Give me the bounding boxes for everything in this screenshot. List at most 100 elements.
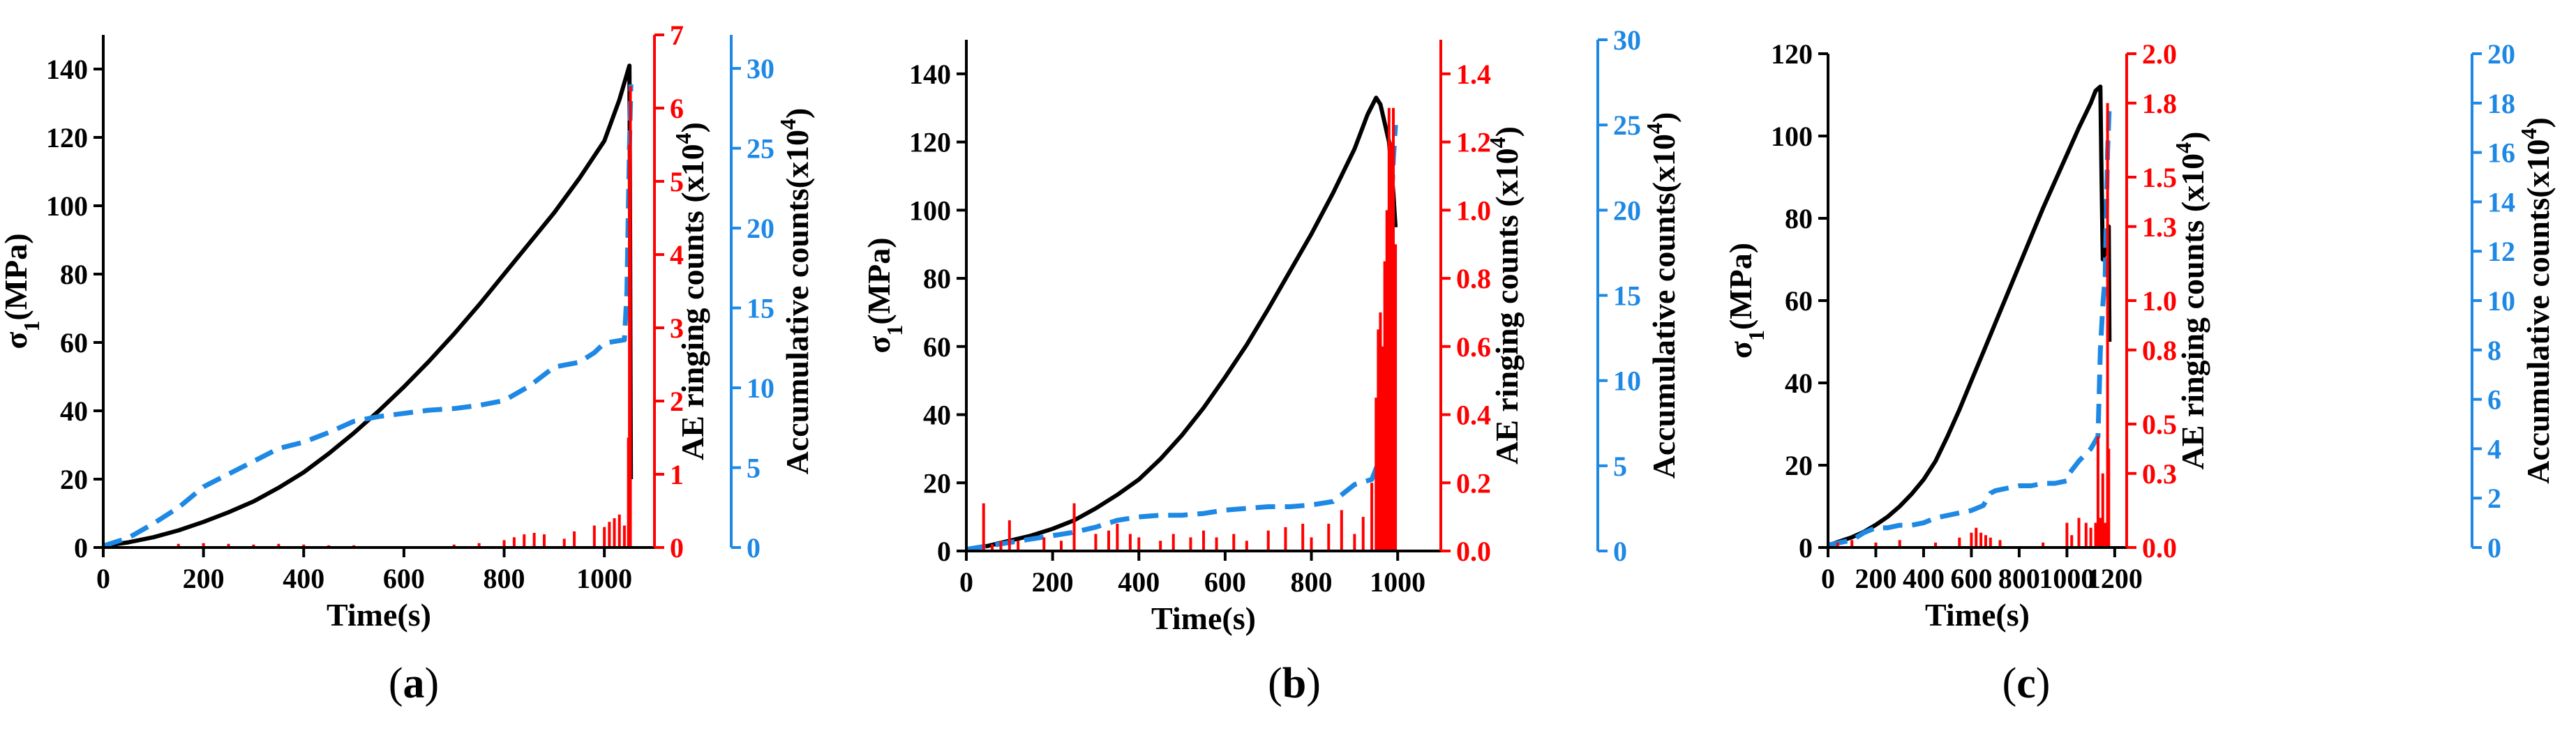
y-left-tick-label: 60: [60, 327, 88, 358]
y-right-accumulative-tick-label: 15: [1613, 280, 1641, 312]
y-left-axis-label: σ1(MPa): [0, 233, 44, 349]
x-tick-label: 0: [96, 563, 110, 594]
y-right-accumulative-tick-label: 25: [1613, 110, 1641, 141]
y-right-ae-tick-label: 1.4: [1456, 59, 1491, 90]
y-right-ae-tick-label: 1.5: [2142, 162, 2177, 193]
y-left-tick-label: 0: [1799, 532, 1813, 564]
y-left-tick-label: 140: [909, 59, 951, 90]
y-right-ae-tick-label: 0.8: [2142, 335, 2177, 366]
y-right-accumulative-tick-label: 4: [2487, 433, 2501, 465]
x-tick-label: 0: [1821, 563, 1835, 594]
x-tick-label: 1000: [2039, 563, 2095, 594]
panel-caption: (c): [2002, 660, 2051, 707]
chart-panel-c: 0 200 400 600 80010001200Time(s)020406080100…: [1723, 38, 2556, 707]
y-right-ae-tick-label: 0.6: [1456, 331, 1491, 363]
y-right-ae-tick-label: 1.3: [2142, 211, 2177, 243]
y-right-accumulative-tick-label: 30: [747, 53, 774, 84]
y-left-tick-label: 20: [1785, 450, 1813, 481]
y-left-tick-label: 20: [923, 467, 951, 499]
y-left-tick-label: 60: [923, 331, 951, 363]
chart-panel-a: 0 200 400 600 800 1000Time(s)0204060801001201…: [0, 20, 815, 707]
x-tick-label: 1000: [1370, 566, 1425, 598]
y-left-tick-label: 80: [60, 259, 88, 290]
y-right-accumulative-tick-label: 6: [2487, 384, 2501, 416]
y-right-ae-tick-label: 2.0: [2142, 38, 2177, 70]
x-tick-label: 200: [1855, 563, 1896, 594]
x-axis-label: Time(s): [327, 597, 431, 633]
y-right-accumulative-tick-label: 25: [747, 133, 774, 165]
y-right-ae-tick-label: 1.0: [2142, 285, 2177, 317]
y-right-ae-tick-label: 1: [670, 459, 684, 490]
y-left-tick-label: 40: [1785, 368, 1813, 399]
x-tick-label: 400: [1118, 566, 1160, 598]
x-tick-label: 200: [1032, 566, 1074, 598]
y-right-ae-tick-label: 0.2: [1456, 467, 1491, 499]
accumulative-points: [1828, 103, 2110, 545]
panel-caption: (a): [389, 660, 439, 707]
y-left-tick-label: 80: [1785, 203, 1813, 234]
series-stress-line: [103, 63, 634, 548]
y-left-tick-label: 0: [937, 536, 951, 567]
y-right-ae-tick-label: 2: [670, 386, 684, 417]
y-right-ae-axis-label: AE ringing counts (x104): [2171, 132, 2210, 470]
x-axis-label: Time(s): [1151, 601, 1256, 636]
y-right-accumulative-tick-label: 20: [1613, 195, 1641, 226]
y-right-ae-tick-label: 6: [670, 93, 684, 124]
y-right-accumulative-tick-label: 8: [2487, 335, 2501, 366]
x-tick-label: 1000: [576, 563, 632, 594]
y-right-ae-tick-label: 0.0: [2142, 532, 2177, 564]
accumulative-points: [103, 84, 631, 546]
x-tick-label: 0: [959, 566, 973, 598]
y-right-accumulative-tick-label: 16: [2487, 137, 2515, 169]
y-right-ae-axis-label: AE ringing counts (x104): [1485, 126, 1525, 465]
y-right-accumulative-tick-label: 10: [747, 372, 774, 404]
series-accumulative-line: [102, 84, 634, 549]
y-right-accumulative-tick-label: 30: [1613, 24, 1641, 56]
y-right-accumulative-tick-label: 12: [2487, 236, 2515, 267]
x-tick-label: 400: [283, 563, 324, 594]
y-left-tick-label: 100: [1771, 121, 1813, 152]
y-right-accumulative-tick-label: 10: [2487, 285, 2515, 317]
y-left-axis-label: σ1(MPa): [1723, 243, 1769, 358]
y-right-ae-tick-label: 0.0: [1456, 536, 1491, 567]
x-tick-label: 800: [484, 563, 525, 594]
y-right-ae-tick-label: 0.8: [1456, 263, 1491, 294]
y-right-accumulative-tick-label: 14: [2487, 186, 2515, 218]
y-right-accumulative-tick-label: 0: [1613, 536, 1627, 567]
y-right-ae-tick-label: 0.4: [1456, 400, 1491, 431]
y-right-accumulative-tick-label: 20: [2487, 38, 2515, 70]
x-tick-label: 800: [1291, 566, 1333, 598]
y-right-accumulative-tick-label: 10: [1613, 365, 1641, 397]
x-tick-label: 200: [183, 563, 225, 594]
x-tick-label: 1200: [2087, 563, 2143, 594]
y-right-accumulative-axis-label: Accumulative counts(x104): [1642, 112, 1682, 479]
y-right-accumulative-tick-label: 0: [747, 532, 761, 564]
x-tick-label: 600: [383, 563, 425, 594]
y-right-ae-tick-label: 3: [670, 312, 684, 344]
series-stress-line: [1827, 84, 2112, 548]
x-tick-label: 600: [1204, 566, 1246, 598]
y-right-ae-tick-label: 7: [670, 20, 684, 51]
series-accumulative-line: [1827, 103, 2112, 548]
stress-points: [103, 66, 631, 546]
x-tick-label: 400: [1903, 563, 1945, 594]
panel-caption: (b): [1268, 660, 1321, 707]
series-ae-ringing-bars: [177, 86, 632, 548]
y-left-tick-label: 100: [46, 190, 88, 222]
y-right-accumulative-axis-label: Accumulative counts(x104): [2516, 117, 2556, 484]
series-stress-line: [966, 96, 1398, 552]
y-right-ae-tick-label: 1.2: [1456, 127, 1491, 158]
chart-panel-b: 0 200 400 600 800 1000Time(s)0204060801001201…: [861, 24, 1682, 707]
y-left-tick-label: 40: [60, 395, 88, 427]
x-axis-label: Time(s): [1925, 597, 2030, 633]
stress-points: [966, 98, 1395, 550]
y-left-tick-label: 40: [923, 400, 951, 431]
accumulative-points: [966, 125, 1395, 550]
y-right-accumulative-tick-label: 20: [747, 213, 774, 244]
y-right-ae-tick-label: 5: [670, 166, 684, 197]
y-left-tick-label: 100: [909, 195, 951, 226]
y-left-tick-label: 140: [46, 54, 88, 85]
y-right-ae-tick-label: 0: [670, 532, 684, 564]
y-right-ae-tick-label: 1.0: [1456, 195, 1491, 226]
